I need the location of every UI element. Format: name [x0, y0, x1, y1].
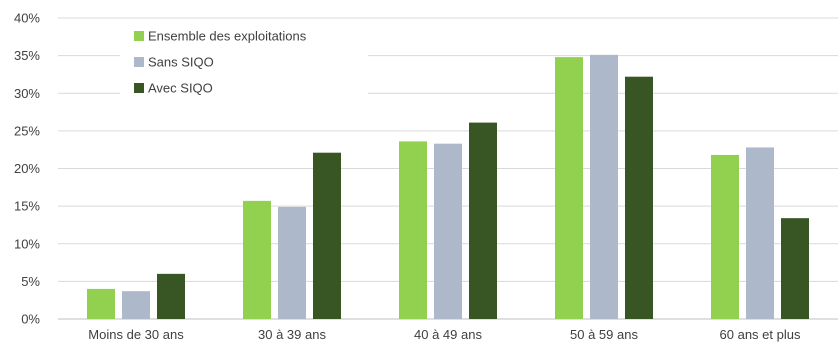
x-tick-label: Moins de 30 ans [88, 327, 184, 342]
x-tick-label: 50 à 59 ans [570, 327, 638, 342]
bars [87, 54, 809, 320]
bar [555, 57, 583, 319]
y-tick-label: 30% [14, 86, 40, 101]
bar [781, 218, 809, 319]
bar [711, 154, 739, 319]
bar [590, 54, 618, 320]
bar [122, 291, 150, 319]
legend: Ensemble des exploitations Sans SIQO Avec … [120, 20, 368, 104]
bar [434, 143, 462, 319]
x-tick-label: 60 ans et plus [720, 327, 801, 342]
legend-label: Sans SIQO [148, 55, 214, 70]
y-tick-label: 20% [14, 161, 40, 176]
x-tick-label: 30 à 39 ans [258, 327, 326, 342]
legend-swatch [134, 83, 144, 93]
bar [243, 200, 271, 319]
x-tick-label: 40 à 49 ans [414, 327, 482, 342]
bar [157, 273, 185, 319]
x-axis-labels: Moins de 30 ans 30 à 39 ans 40 à 49 ans 50 … [88, 327, 801, 342]
bar [278, 206, 306, 319]
bar [746, 147, 774, 319]
y-tick-label: 15% [14, 199, 40, 214]
y-tick-label: 40% [14, 11, 40, 26]
legend-swatch [134, 31, 144, 41]
bar [313, 152, 341, 319]
bar [87, 288, 115, 319]
y-tick-label: 35% [14, 48, 40, 63]
legend-label: Ensemble des exploitations [148, 29, 307, 44]
bar [469, 122, 497, 319]
y-axis-ticks: 0% 5% 10% 15% 20% 25% 30% 35% 40% [14, 11, 40, 327]
y-tick-label: 25% [14, 123, 40, 138]
legend-swatch [134, 57, 144, 67]
legend-label: Avec SIQO [148, 81, 213, 96]
y-tick-label: 0% [21, 312, 40, 327]
bar [399, 141, 427, 319]
bar [625, 76, 653, 319]
legend-background [120, 20, 368, 104]
y-tick-label: 10% [14, 236, 40, 251]
y-tick-label: 5% [21, 274, 40, 289]
